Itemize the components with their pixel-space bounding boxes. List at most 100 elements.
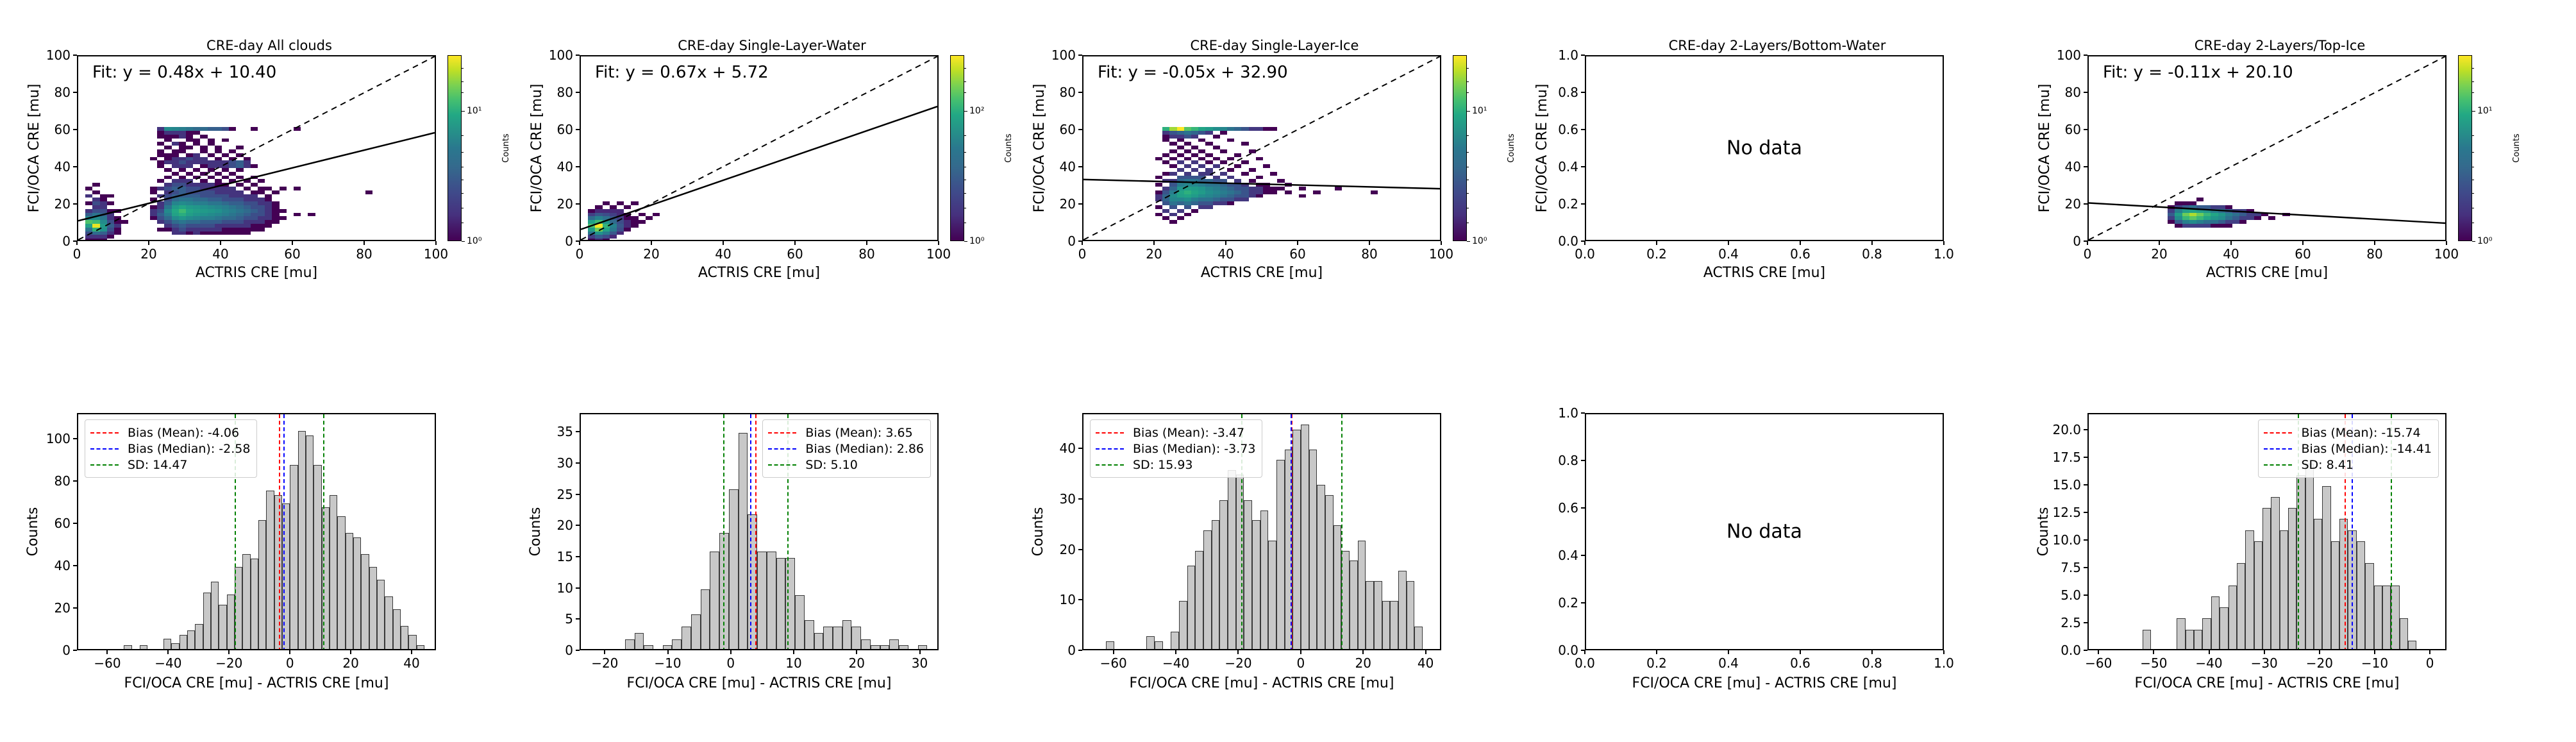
heatmap-cell bbox=[1183, 164, 1191, 168]
colorbar-minor-tick bbox=[462, 135, 464, 136]
x-tickmark bbox=[579, 241, 580, 245]
heatmap-cell bbox=[171, 201, 179, 205]
heatmap-cell bbox=[1219, 194, 1227, 198]
heatmap-cell bbox=[1248, 179, 1256, 183]
colorbar-tickmark bbox=[964, 111, 967, 112]
heatmap-cell bbox=[157, 153, 165, 157]
heatmap-cell bbox=[207, 183, 215, 187]
heatmap-cell bbox=[1191, 201, 1199, 205]
x-tick-label: 0 bbox=[1078, 246, 1087, 262]
histogram-bar bbox=[2373, 585, 2382, 649]
heatmap-cell bbox=[243, 208, 251, 213]
heatmap-cell bbox=[178, 183, 186, 187]
y-tick-label: 10 bbox=[1059, 592, 1076, 608]
median-line bbox=[1290, 414, 1292, 649]
x-tickmark bbox=[1871, 241, 1873, 245]
heatmap-cell bbox=[617, 220, 624, 224]
heatmap-cell bbox=[193, 194, 201, 198]
colorbar-minor-tick bbox=[2472, 68, 2474, 69]
y-tick-label: 17.5 bbox=[2052, 449, 2081, 465]
x-tickmark bbox=[2153, 650, 2155, 654]
heatmap-cell bbox=[1198, 175, 1206, 180]
plot-area: Bias (Mean): 3.65 Bias (Median): 2.86 SD: … bbox=[580, 413, 939, 650]
heatmap-cell bbox=[236, 231, 244, 235]
no-data-label: No data bbox=[1727, 137, 1802, 160]
heatmap-cell bbox=[214, 187, 222, 190]
colorbar-tick-label: 10¹ bbox=[2477, 106, 2493, 116]
histogram-panel-1: Bias (Mean): -4.06 Bias (Median): -2.58 SD… bbox=[18, 408, 521, 729]
heatmap-cell bbox=[1162, 194, 1170, 198]
y-tickmark bbox=[1581, 602, 1585, 603]
heatmap-cell bbox=[229, 216, 237, 221]
heatmap-cell bbox=[2175, 220, 2182, 224]
heatmap-cell bbox=[1169, 164, 1177, 168]
histogram-bar bbox=[700, 589, 710, 649]
heatmap-cell bbox=[207, 160, 215, 165]
heatmap-cell bbox=[171, 153, 179, 157]
histogram-bar bbox=[1390, 601, 1398, 649]
heatmap-cell bbox=[200, 187, 208, 190]
heatmap-cell bbox=[222, 227, 230, 232]
colorbar bbox=[2458, 55, 2472, 241]
heatmap-cell bbox=[1169, 156, 1177, 161]
heatmap-cell bbox=[200, 183, 208, 187]
heatmap-cell bbox=[85, 216, 93, 221]
x-tickmark bbox=[1112, 650, 1114, 654]
y-tickmark bbox=[576, 618, 580, 620]
heatmap-cell bbox=[1169, 134, 1177, 139]
heatmap-cell bbox=[1198, 179, 1206, 183]
heatmap-cell bbox=[1219, 187, 1227, 190]
heatmap-cell bbox=[1162, 171, 1170, 176]
heatmap-cell bbox=[609, 208, 617, 213]
heatmap-cell bbox=[250, 208, 258, 213]
y-tickmark bbox=[1581, 129, 1585, 130]
histogram-bar bbox=[1309, 450, 1317, 649]
y-tickmark bbox=[1078, 166, 1082, 167]
histogram-bar bbox=[2177, 618, 2186, 649]
heatmap-cell bbox=[157, 220, 165, 224]
histogram-bar bbox=[1414, 626, 1423, 649]
heatmap-cell bbox=[171, 187, 179, 190]
heatmap-cell bbox=[164, 146, 172, 149]
heatmap-cell bbox=[157, 142, 165, 146]
heatmap-cell bbox=[258, 208, 265, 213]
heatmap-cell bbox=[171, 179, 179, 183]
heatmap-cell bbox=[1227, 138, 1235, 142]
heatmap-cell bbox=[588, 239, 596, 240]
panel-title: CRE-day Single-Layer-Ice bbox=[1190, 38, 1359, 53]
y-tickmark bbox=[576, 587, 580, 589]
heatmap-cell bbox=[193, 127, 201, 131]
y-tickmark bbox=[73, 564, 77, 566]
heatmap-cell bbox=[157, 212, 165, 217]
heatmap-cell bbox=[595, 216, 603, 221]
y-tickmark bbox=[1581, 650, 1585, 651]
heatmap-cell bbox=[1183, 201, 1191, 205]
y-tick-label: 0.0 bbox=[1558, 643, 1578, 658]
heatmap-cell bbox=[1169, 198, 1177, 202]
heatmap-cell bbox=[609, 227, 617, 232]
heatmap-cell bbox=[207, 201, 215, 205]
y-tickmark bbox=[576, 493, 580, 495]
heatmap-cell bbox=[1169, 220, 1177, 224]
histogram-bar bbox=[377, 579, 385, 649]
heatmap-cell bbox=[200, 212, 208, 217]
histogram-bar bbox=[171, 643, 180, 649]
colorbar-minor-tick bbox=[2472, 151, 2474, 153]
heatmap-cell bbox=[1212, 190, 1220, 194]
heatmap-cell bbox=[1205, 190, 1213, 194]
median-line-swatch bbox=[2264, 448, 2293, 450]
heatmap-cell bbox=[85, 194, 93, 198]
y-tickmark bbox=[2084, 428, 2087, 430]
heatmap-cell bbox=[106, 212, 114, 217]
x-tick-label: 60 bbox=[787, 246, 803, 262]
heatmap-cell bbox=[1183, 131, 1191, 135]
heatmap-cell bbox=[236, 212, 244, 217]
heatmap-cell bbox=[92, 212, 100, 217]
colorbar-minor-tick bbox=[462, 81, 464, 82]
heatmap-cell bbox=[2189, 205, 2196, 209]
heatmap-cell bbox=[164, 153, 172, 157]
plot-area: Bias (Mean): -3.47 Bias (Median): -3.73 SD… bbox=[1082, 413, 1441, 650]
histogram-bar bbox=[634, 632, 644, 649]
heatmap-cell bbox=[222, 224, 230, 228]
heatmap-cell bbox=[1227, 190, 1235, 194]
